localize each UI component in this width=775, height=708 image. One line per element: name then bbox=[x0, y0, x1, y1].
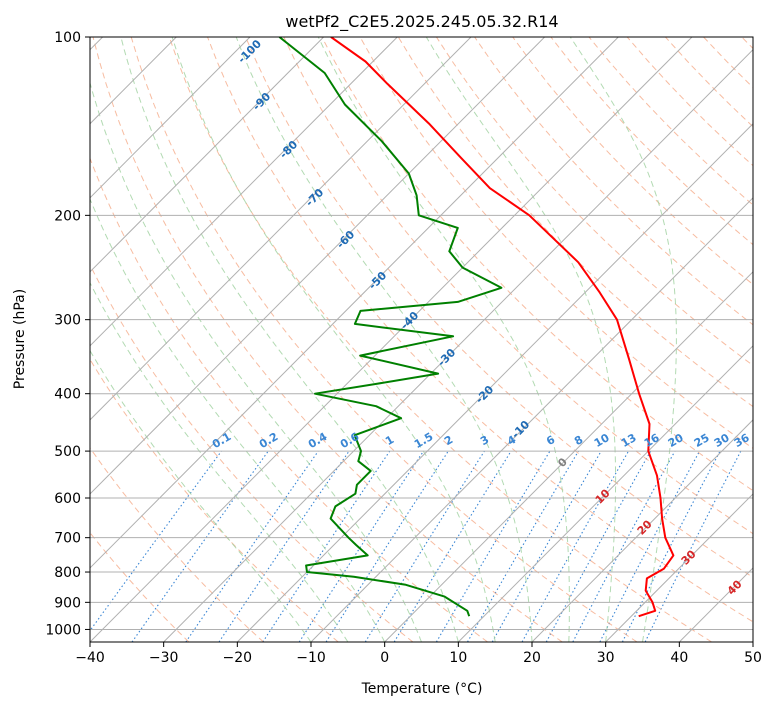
moist-adiabat-line bbox=[171, 37, 496, 642]
isotherm-line bbox=[90, 37, 693, 642]
dry-adiabat-line bbox=[90, 263, 414, 642]
y-axis-label: Pressure (hPa) bbox=[12, 289, 28, 389]
mixing-ratio-line bbox=[621, 450, 721, 642]
moist-adiabat-line bbox=[569, 37, 677, 642]
y-tick-label: 1000 bbox=[45, 622, 81, 638]
mixing-ratio-line bbox=[185, 450, 319, 642]
series-dewpoint-line bbox=[278, 37, 503, 617]
moist-adiabat-line bbox=[235, 37, 533, 642]
x-tick-label: 20 bbox=[523, 650, 541, 666]
pressure-gridlines bbox=[90, 37, 753, 642]
y-tick-label: 100 bbox=[54, 30, 81, 46]
x-tick-label: −20 bbox=[223, 650, 253, 666]
moist-adiabat-line bbox=[90, 197, 386, 642]
dry-adiabat-line bbox=[512, 37, 753, 286]
x-tick-label: 50 bbox=[744, 650, 762, 666]
mixing-ratio-line bbox=[545, 450, 652, 642]
mixing-ratio-line bbox=[298, 450, 424, 642]
isotherm-line bbox=[90, 37, 472, 421]
mixing-ratio-line bbox=[393, 450, 512, 642]
dry-adiabat-line bbox=[207, 37, 753, 623]
isotherm-line bbox=[531, 419, 753, 642]
moist-adiabat-line bbox=[425, 37, 617, 642]
moist-adiabat-line bbox=[120, 37, 459, 642]
y-tick-label: 400 bbox=[54, 387, 81, 403]
dry-adiabat-line bbox=[474, 37, 753, 326]
isotherm-line bbox=[90, 37, 398, 347]
isotherm-line bbox=[310, 197, 753, 642]
y-tick-label: 600 bbox=[54, 491, 81, 507]
dry-adiabat-line bbox=[90, 447, 264, 642]
y-tick-label: 900 bbox=[54, 595, 81, 611]
dry-adiabat-line bbox=[321, 37, 753, 492]
moist-adiabat-line bbox=[317, 37, 570, 642]
mixing-ratio-line bbox=[218, 450, 350, 642]
dry-adiabat-line bbox=[245, 37, 753, 578]
x-tick-label: 40 bbox=[670, 650, 688, 666]
moist-adiabat-line bbox=[90, 281, 349, 642]
x-axis-label: Temperature (°C) bbox=[361, 681, 483, 697]
dry-adiabat-line bbox=[168, 37, 712, 642]
mixing-ratio-line bbox=[572, 450, 676, 642]
x-tick-label: 30 bbox=[597, 650, 615, 666]
dry-adiabat-line bbox=[90, 358, 339, 642]
x-tick-label: −30 bbox=[149, 650, 179, 666]
isotherm-line bbox=[236, 123, 753, 642]
mixing-ratio-line bbox=[521, 450, 629, 642]
x-tick-label: −10 bbox=[296, 650, 326, 666]
isotherm-line bbox=[163, 48, 753, 642]
isotherm-line bbox=[384, 271, 753, 642]
chart-title: wetPf2_C2E5.2025.245.05.32.R14 bbox=[285, 12, 558, 32]
y-axis: 1000 900 800 700 600 500 400 300 200 100 bbox=[45, 30, 90, 638]
dry-adiabat-line bbox=[130, 37, 638, 642]
series-temperature-line bbox=[330, 37, 675, 618]
isotherm-line bbox=[90, 37, 251, 199]
profile-series bbox=[278, 37, 675, 618]
mixing-ratio-line bbox=[262, 450, 391, 642]
isotherm-line bbox=[605, 493, 753, 642]
mixing-ratio-line bbox=[90, 450, 222, 632]
plot-frame bbox=[89, 36, 754, 643]
mixing-ratio-line bbox=[325, 450, 449, 642]
isotherm-line bbox=[90, 37, 545, 495]
isotherm-line bbox=[90, 37, 324, 273]
x-axis: −40 −30 −20 −10 0 10 20 30 40 50 bbox=[75, 642, 762, 666]
x-tick-label: 0 bbox=[380, 650, 389, 666]
y-tick-label: 500 bbox=[54, 444, 81, 460]
mixing-ratio-line bbox=[644, 450, 742, 642]
moist-adiabat-line bbox=[90, 81, 422, 642]
y-tick-label: 300 bbox=[54, 313, 81, 329]
x-tick-label: −40 bbox=[75, 650, 105, 666]
y-tick-label: 200 bbox=[54, 208, 81, 224]
dry-adiabat-line bbox=[435, 37, 753, 367]
y-tick-label: 700 bbox=[54, 531, 81, 547]
isotherm-line bbox=[90, 37, 619, 569]
x-tick-label: 10 bbox=[449, 650, 467, 666]
dry-adiabat-line bbox=[283, 37, 753, 535]
isotherm-line bbox=[457, 345, 753, 642]
y-tick-label: 800 bbox=[54, 565, 81, 581]
dry-adiabat-line bbox=[92, 37, 563, 642]
